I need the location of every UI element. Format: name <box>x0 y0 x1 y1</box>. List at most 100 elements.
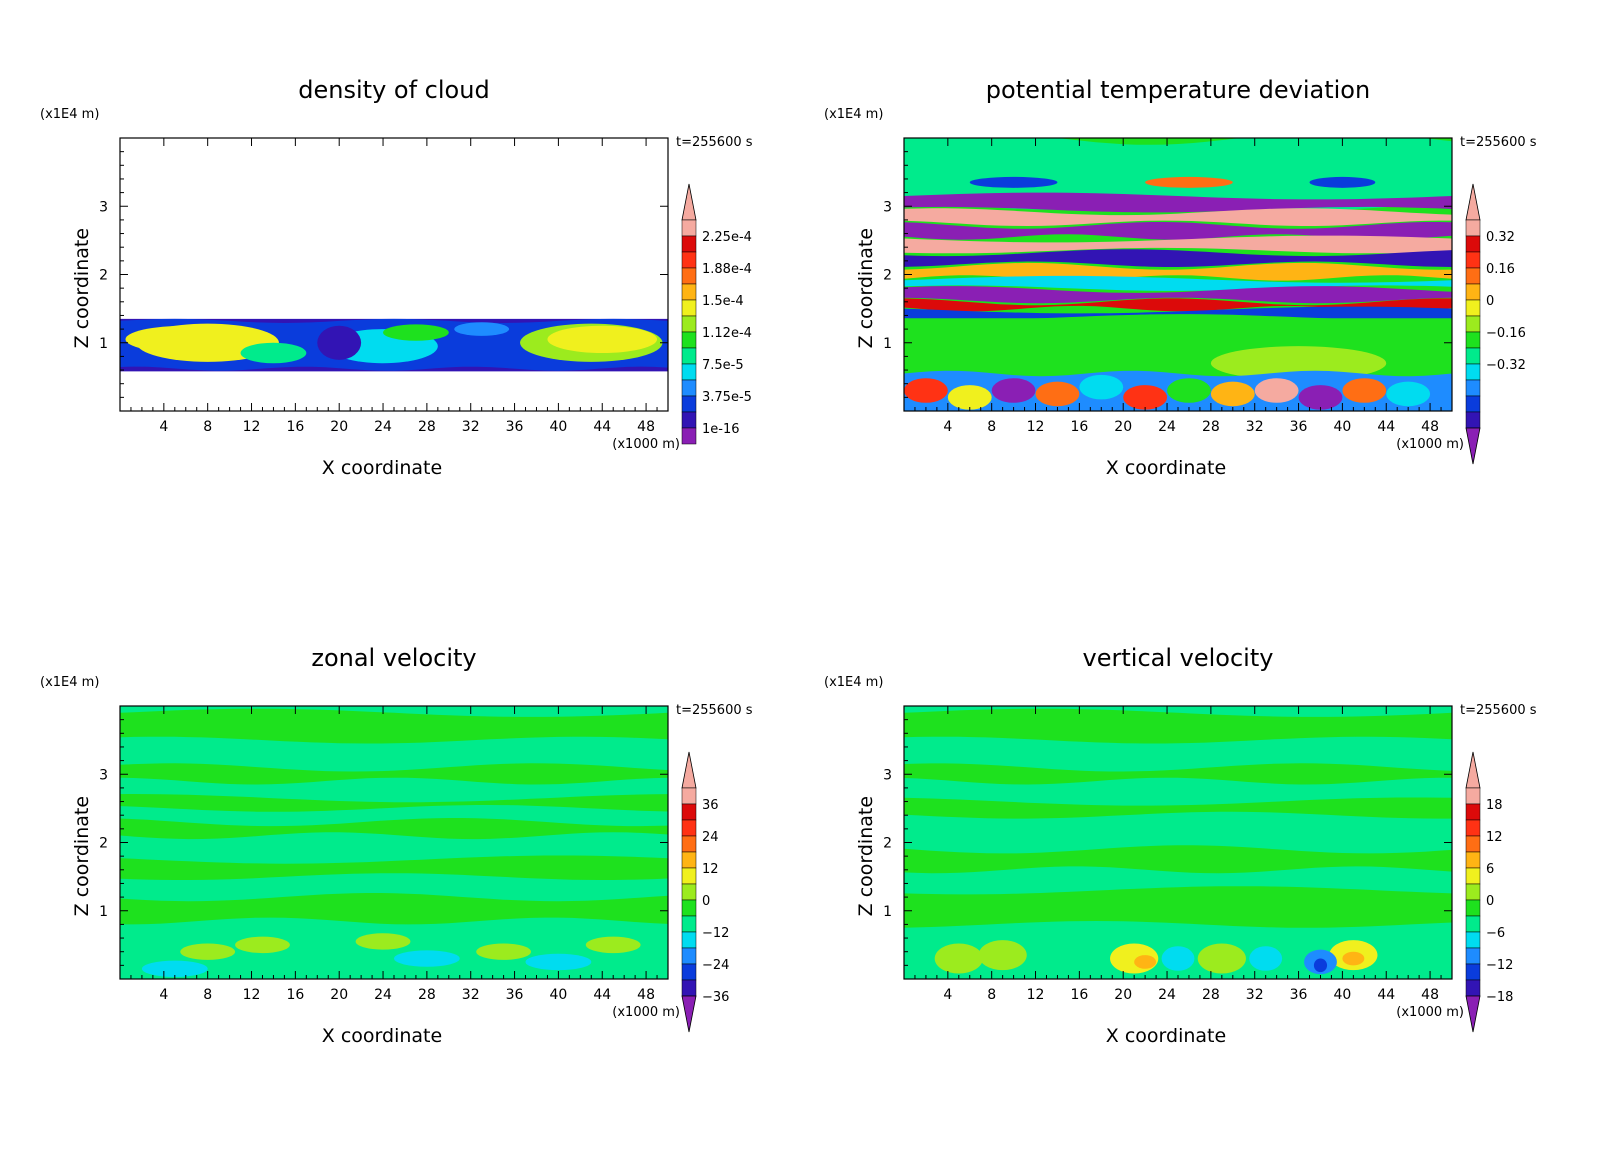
colorbar-label: 1e-16 <box>702 422 740 437</box>
colorbar-segment <box>681 979 697 997</box>
colorbar-segment <box>681 883 697 901</box>
colorbar-segment <box>1465 395 1481 413</box>
cloud-dark <box>317 325 362 360</box>
colorbar-segment <box>1465 787 1481 805</box>
colorbar-label: 12 <box>702 862 719 877</box>
y-axis-label: Z coordinate <box>855 796 877 916</box>
colorbar-segment <box>681 395 697 413</box>
colorbar-segment <box>1465 851 1481 869</box>
colorbar-label: 0 <box>1486 294 1494 309</box>
colorbar-segment <box>1465 315 1481 333</box>
x-axis-label: X coordinate <box>1106 457 1226 479</box>
theta-plume <box>1079 374 1124 400</box>
x-tick-label: 40 <box>549 419 567 435</box>
x-axis-label: X coordinate <box>322 457 442 479</box>
colorbar-label: 24 <box>702 830 719 845</box>
x-tick-label: 40 <box>1333 419 1351 435</box>
x-tick-label: 20 <box>330 987 348 1003</box>
vert-updraft <box>934 943 983 974</box>
vert-downdraft <box>1249 946 1283 971</box>
colorbar-segment <box>1465 283 1481 301</box>
panel-2: potential temperature deviation (x1E4 m) t… <box>824 76 1537 479</box>
colorbar-max-arrow <box>681 751 697 789</box>
zonal-patch <box>476 943 531 960</box>
zonal-band <box>120 708 668 744</box>
colorbar-segment <box>681 963 697 981</box>
contour-field <box>120 318 668 372</box>
x-tick-label: 4 <box>159 987 168 1003</box>
x-tick-label: 8 <box>987 987 996 1003</box>
y-tick-label: 3 <box>883 767 892 783</box>
z-scale-label: (x1E4 m) <box>40 107 99 122</box>
x-tick-label: 40 <box>1333 987 1351 1003</box>
theta-layer <box>904 298 1452 312</box>
colorbar-label: −6 <box>1486 926 1505 941</box>
y-tick-label: 2 <box>99 268 108 284</box>
zonal-patch <box>355 933 411 950</box>
colorbar-label: −18 <box>1486 990 1513 1005</box>
colorbar-label: 18 <box>1486 798 1503 813</box>
x-tick-label: 48 <box>1421 419 1439 435</box>
time-label: t=255600 s <box>1460 135 1537 150</box>
colorbar-segment <box>1465 867 1481 885</box>
colorbar-segment <box>681 235 697 253</box>
colorbar-segment <box>1465 963 1481 981</box>
colorbar-min-arrow <box>1465 995 1481 1033</box>
colorbar-segment <box>681 915 697 933</box>
x-tick-label: 48 <box>1421 987 1439 1003</box>
x-scale-label: (x1000 m) <box>1396 1005 1464 1020</box>
x-tick-label: 20 <box>1114 419 1132 435</box>
panel-1: density of cloud (x1E4 m) t=255600 s (x1000… <box>40 76 753 479</box>
colorbar-label: 0 <box>1486 894 1494 909</box>
colorbar-label: −36 <box>702 990 729 1005</box>
x-tick-label: 44 <box>1377 419 1395 435</box>
colorbar-label: −0.32 <box>1486 358 1526 373</box>
x-tick-label: 20 <box>1114 987 1132 1003</box>
x-tick-label: 48 <box>637 987 655 1003</box>
x-tick-label: 16 <box>286 987 304 1003</box>
z-scale-label: (x1E4 m) <box>824 107 883 122</box>
colorbar-segment <box>1465 251 1481 269</box>
colorbar-label: 7.5e-5 <box>702 358 744 373</box>
x-tick-label: 8 <box>203 987 212 1003</box>
colorbar-segment <box>681 347 697 365</box>
colorbar-min-arrow <box>681 995 697 1033</box>
cloud-yellow-core <box>125 325 247 353</box>
colorbar-segment <box>1465 331 1481 349</box>
colorbar-segment <box>681 411 697 429</box>
colorbar-segment <box>681 947 697 965</box>
colorbar-label: 1.88e-4 <box>702 262 752 277</box>
zonal-band <box>120 818 668 840</box>
upper-band <box>904 138 1452 210</box>
vert-band <box>904 708 1452 744</box>
zonal-patch <box>180 943 236 960</box>
zonal-band <box>120 855 668 880</box>
contour-field <box>904 138 1452 411</box>
x-tick-label: 48 <box>637 419 655 435</box>
vert-downdraft <box>1161 946 1195 971</box>
colorbar-label: 3.75e-5 <box>702 390 752 405</box>
chart-title: zonal velocity <box>311 644 476 672</box>
theta-patch <box>1210 346 1387 381</box>
x-tick-label: 28 <box>1202 987 1220 1003</box>
x-tick-label: 44 <box>593 419 611 435</box>
y-tick-label: 1 <box>883 904 892 920</box>
x-tick-label: 28 <box>1202 419 1220 435</box>
theta-eddy <box>969 176 1058 188</box>
colorbar-label: −12 <box>1486 958 1513 973</box>
x-tick-label: 24 <box>1158 987 1176 1003</box>
colorbar-segment <box>681 219 697 237</box>
x-axis-label: X coordinate <box>1106 1025 1226 1047</box>
y-axis-label: Z coordinate <box>855 228 877 348</box>
colorbar-min-arrow <box>1465 427 1481 465</box>
colorbar-segment <box>681 315 697 333</box>
x-tick-label: 36 <box>1290 987 1308 1003</box>
vert-band <box>904 797 1452 819</box>
x-tick-label: 20 <box>330 419 348 435</box>
colorbar-label: 0 <box>702 894 710 909</box>
y-tick-label: 1 <box>99 336 108 352</box>
colorbar-segment <box>681 251 697 269</box>
x-tick-label: 36 <box>506 987 524 1003</box>
